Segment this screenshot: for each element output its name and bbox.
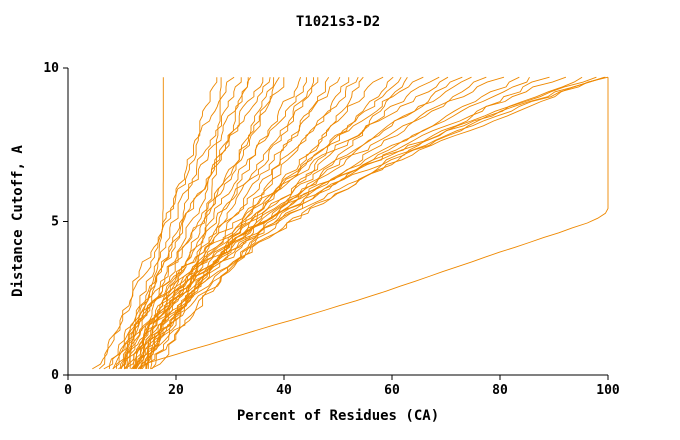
- y-tick-label: 5: [51, 215, 59, 230]
- x-tick-label: 100: [596, 383, 620, 398]
- x-tick-label: 60: [384, 383, 400, 398]
- model-curve: [147, 76, 550, 369]
- model-curve: [151, 76, 408, 370]
- model-curve: [139, 76, 364, 370]
- x-axis-label: Percent of Residues (CA): [237, 408, 439, 424]
- y-tick-label: 10: [43, 61, 59, 76]
- model-curve: [108, 77, 249, 369]
- x-tick-label: 40: [276, 383, 292, 398]
- y-axis-label: Distance Cutoff, A: [10, 145, 26, 297]
- curves: [92, 76, 609, 370]
- model-curve: [120, 76, 609, 370]
- axes: 0 20 40 60 80 100 0 5 10: [43, 61, 620, 398]
- y-tick-label: 0: [51, 368, 59, 383]
- model-curve: [135, 76, 597, 370]
- model-curve: [146, 76, 520, 369]
- model-curve: [112, 77, 271, 370]
- model-curve: [150, 77, 222, 370]
- model-curve: [103, 77, 242, 370]
- model-curve: [123, 76, 605, 370]
- model-curve: [145, 76, 583, 370]
- model-curve: [145, 76, 402, 369]
- model-curve: [98, 76, 235, 370]
- model-curve: [130, 76, 472, 370]
- model-curve: [150, 76, 567, 370]
- model-curve: [112, 76, 251, 370]
- x-tick-label: 20: [168, 383, 184, 398]
- model-curve: [129, 76, 449, 369]
- model-curve: [116, 76, 424, 369]
- chart-title: T1021s3-D2: [296, 14, 380, 30]
- model-curve: [126, 77, 307, 370]
- model-curve: [140, 76, 505, 369]
- model-curve: [135, 77, 341, 369]
- model-curve: [141, 76, 530, 369]
- model-curve: [133, 77, 319, 369]
- model-curve: [138, 77, 609, 370]
- x-tick-label: 0: [64, 383, 72, 398]
- model-curve: [132, 76, 606, 370]
- model-curve: [139, 76, 487, 370]
- x-tick-label: 80: [492, 383, 508, 398]
- model-curve: [92, 77, 218, 370]
